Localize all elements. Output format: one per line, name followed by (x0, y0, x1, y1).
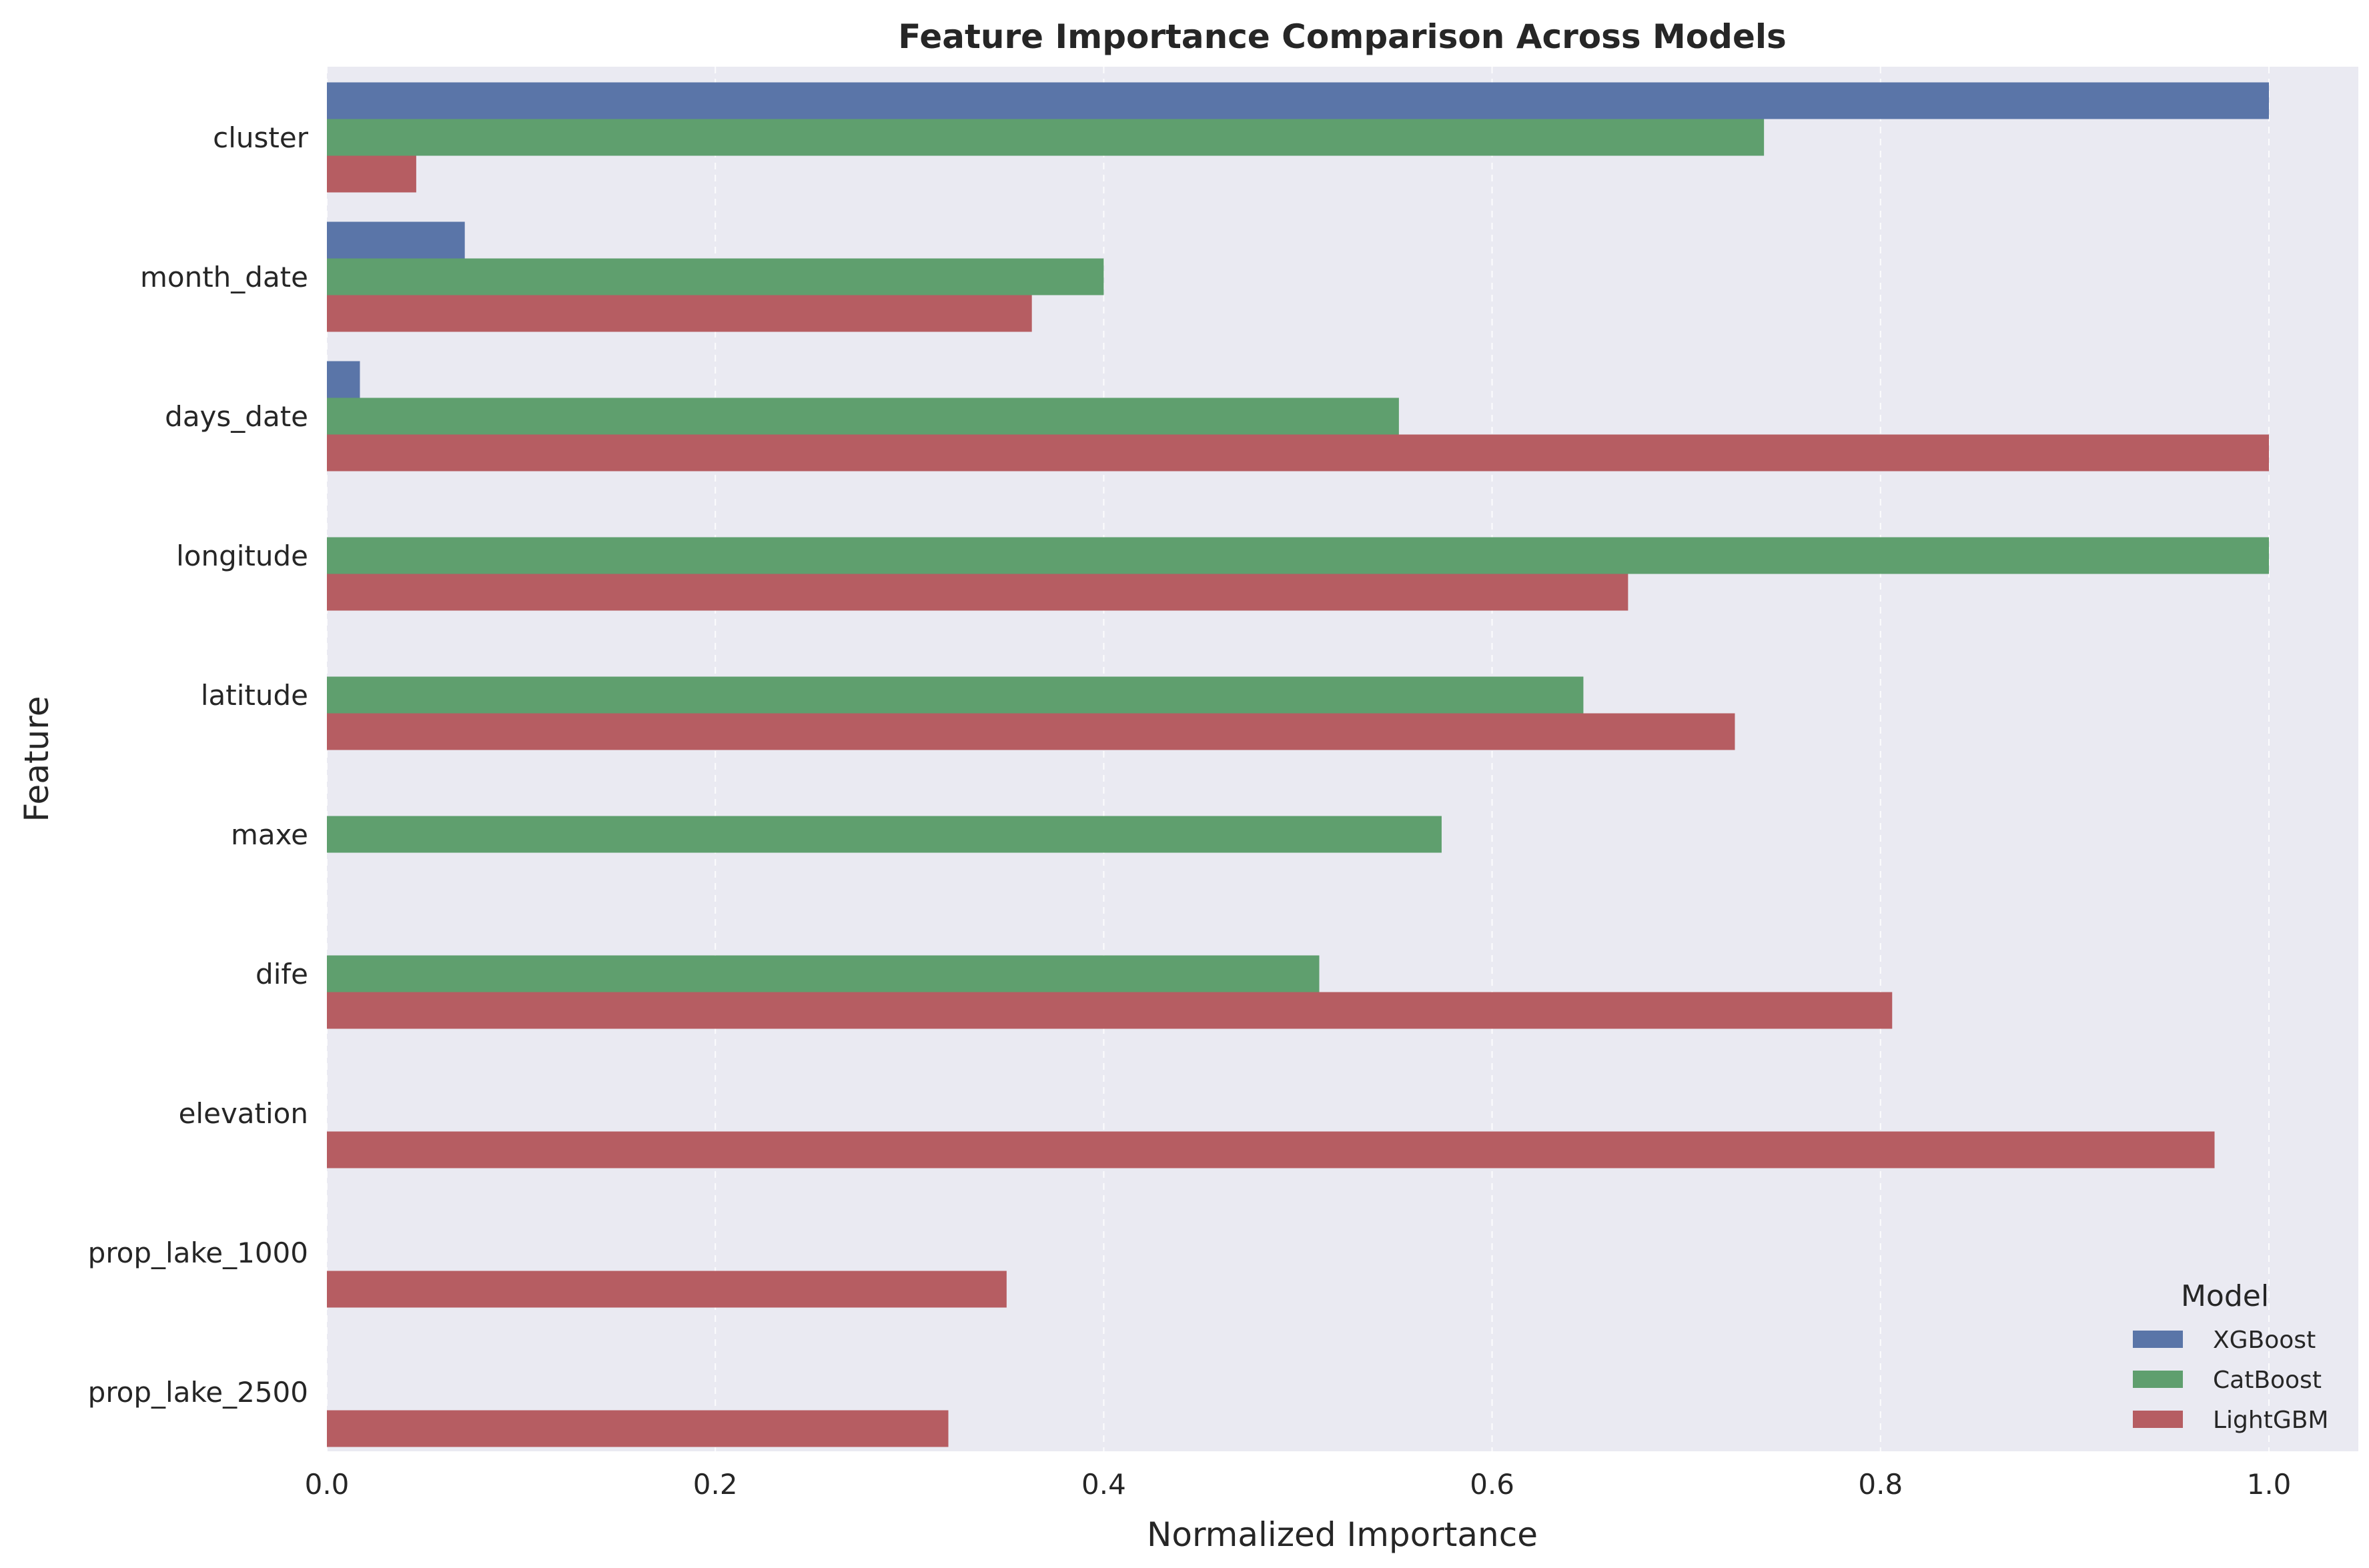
bar-catboost-month_date (327, 258, 1104, 295)
bar-catboost-latitude (327, 676, 1584, 714)
y-tick-label: cluster (213, 121, 309, 154)
y-tick-label: latitude (201, 679, 308, 712)
bar-xgboost-month_date (327, 221, 465, 259)
y-tick-label: days_date (165, 400, 308, 433)
x-tick-label: 0.6 (1470, 1468, 1514, 1501)
y-tick-label: prop_lake_1000 (88, 1237, 308, 1269)
x-axis-label: Normalized Importance (1147, 1515, 1538, 1554)
chart-title: Feature Importance Comparison Across Mod… (898, 17, 1787, 56)
bar-catboost-longitude (327, 537, 2269, 574)
x-tick-labels: 0.0 0.2 0.4 0.6 0.8 1.0 (305, 1468, 2292, 1501)
bar-lightgbm-dife (327, 992, 1893, 1029)
bar-lightgbm-prop_lake_1000 (327, 1271, 1007, 1308)
x-tick-label: 0.0 (305, 1468, 350, 1501)
bar-catboost-maxe (327, 816, 1442, 853)
x-tick-label: 1.0 (2247, 1468, 2292, 1501)
legend-swatch-catboost (2133, 1371, 2183, 1388)
legend-swatch-lightgbm (2133, 1411, 2183, 1428)
y-tick-labels: cluster month_date days_date longitude latit… (88, 121, 309, 1409)
y-tick-label: month_date (140, 261, 308, 293)
y-tick-label: maxe (231, 818, 308, 851)
x-tick-label: 0.4 (1081, 1468, 1126, 1501)
y-tick-label: dife (256, 958, 308, 990)
bar-xgboost-cluster (327, 82, 2269, 119)
bar-lightgbm-prop_lake_2500 (327, 1410, 949, 1447)
bar-xgboost-days_date (327, 361, 360, 398)
y-tick-label: longitude (176, 540, 308, 572)
bars (327, 82, 2269, 1447)
bar-lightgbm-cluster (327, 155, 416, 193)
legend-title: Model (2181, 1279, 2269, 1313)
bar-lightgbm-longitude (327, 574, 1628, 611)
x-tick-label: 0.8 (1858, 1468, 1903, 1501)
bar-lightgbm-elevation (327, 1131, 2215, 1168)
legend-label-xgboost: XGBoost (2213, 1327, 2316, 1354)
legend-label-catboost: CatBoost (2213, 1367, 2322, 1394)
x-tick-label: 0.2 (693, 1468, 738, 1501)
y-axis-label: Feature (17, 696, 56, 822)
y-tick-label: elevation (179, 1097, 308, 1130)
legend-swatch-xgboost (2133, 1331, 2183, 1348)
bar-catboost-days_date (327, 398, 1399, 435)
bar-lightgbm-latitude (327, 713, 1735, 750)
legend: Model XGBoost CatBoost LightGBM (2133, 1279, 2329, 1434)
bar-catboost-cluster (327, 119, 1765, 156)
bar-lightgbm-month_date (327, 295, 1032, 332)
legend-label-lightgbm: LightGBM (2213, 1407, 2329, 1434)
bar-lightgbm-days_date (327, 434, 2269, 472)
y-tick-label: prop_lake_2500 (88, 1376, 308, 1409)
bar-catboost-dife (327, 955, 1320, 992)
